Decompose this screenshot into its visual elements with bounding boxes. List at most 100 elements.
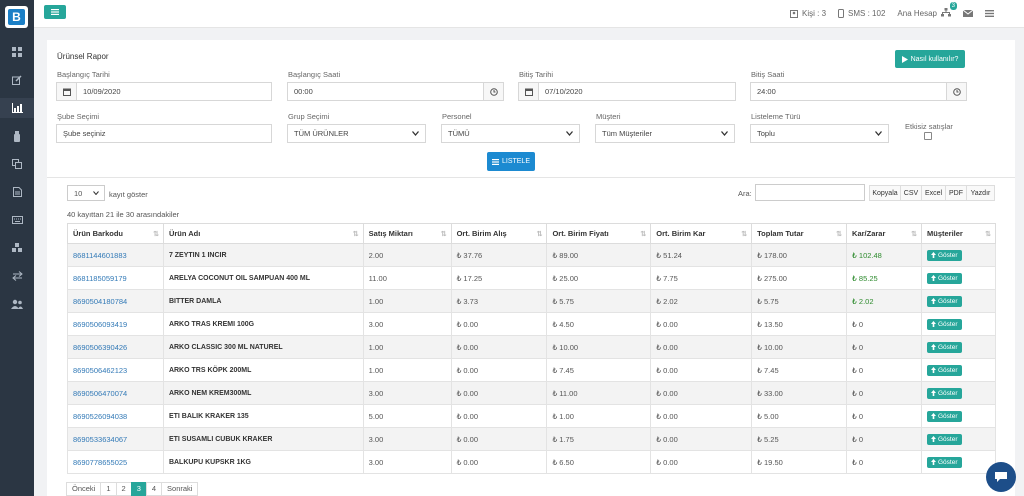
staff-value: TÜMÜ: [448, 129, 470, 138]
account-menu[interactable]: Ana Hesap 3: [897, 2, 957, 19]
show-customers-button[interactable]: Göster: [926, 341, 962, 353]
start-time-field[interactable]: 00:00: [287, 82, 504, 101]
copy-button[interactable]: Kopyala: [869, 185, 901, 201]
barcode-link[interactable]: 8690506390426: [67, 335, 164, 359]
csv-button[interactable]: CSV: [900, 185, 922, 201]
id-card-icon: [790, 9, 799, 18]
keyboard-icon[interactable]: [7, 210, 27, 230]
chat-button[interactable]: [986, 462, 1016, 492]
product-icon[interactable]: [7, 126, 27, 146]
sitemap-icon[interactable]: 3: [941, 2, 957, 19]
excel-button[interactable]: Excel: [921, 185, 946, 201]
clock-icon: [483, 83, 503, 100]
branch-input[interactable]: Şube seçiniz: [56, 124, 272, 143]
barcode-link[interactable]: 8681185059179: [67, 266, 164, 290]
next-page-button[interactable]: Sonraki: [161, 482, 199, 496]
barcode-link[interactable]: 8690506462123: [67, 358, 164, 382]
show-customers-button[interactable]: Göster: [926, 410, 962, 422]
app-logo[interactable]: B: [5, 6, 28, 28]
column-header[interactable]: Ürün Adı ⇅: [162, 223, 364, 244]
end-time-value: 24:00: [757, 87, 776, 96]
table-info: 40 kayıttan 21 ile 30 arasındakiler: [67, 210, 180, 219]
show-customers-button[interactable]: Göster: [926, 364, 962, 376]
column-header[interactable]: Ürün Barkodu ⇅: [67, 223, 164, 244]
table-cell: ₺ 0.00: [650, 312, 753, 336]
dashboard-icon[interactable]: [7, 42, 27, 62]
show-customers-button[interactable]: Göster: [926, 295, 962, 307]
staff-select[interactable]: TÜMÜ: [441, 124, 580, 143]
branch-placeholder: Şube seçiniz: [63, 129, 106, 138]
menu-toggle-button[interactable]: [44, 5, 66, 19]
table-cell: ₺ 5.00: [751, 404, 848, 428]
column-header[interactable]: Ort. Birim Kar ⇅: [650, 223, 753, 244]
page-length-select[interactable]: 10: [67, 185, 105, 201]
settings-button[interactable]: [985, 10, 994, 17]
end-date-field[interactable]: 07/10/2020: [518, 82, 736, 101]
page-4-button[interactable]: 4: [145, 482, 163, 496]
cubes-icon[interactable]: [7, 238, 27, 258]
customer-value: Tüm Müşteriler: [602, 129, 653, 138]
edit-icon[interactable]: [7, 70, 27, 90]
logo-letter: B: [8, 9, 25, 25]
page-3-button[interactable]: 3: [130, 482, 147, 496]
barcode-link[interactable]: 8690506470074: [67, 381, 164, 405]
arrow-up-icon: [930, 275, 936, 281]
product-name-cell: ARKO NEM KREM300ML: [162, 381, 364, 405]
help-button-label: Nasıl kullanılır?: [910, 55, 959, 63]
group-select[interactable]: TÜM ÜRÜNLER: [287, 124, 426, 143]
page-2-button[interactable]: 2: [115, 482, 132, 496]
barcode-link[interactable]: 8690526094038: [67, 404, 164, 428]
column-header[interactable]: Ort. Birim Alış ⇅: [450, 223, 548, 244]
prev-page-button[interactable]: Önceki: [66, 482, 102, 496]
show-customers-button[interactable]: Göster: [926, 249, 962, 261]
table-cell: ₺ 0.00: [450, 427, 548, 451]
barcode-link[interactable]: 8690533634067: [67, 427, 164, 451]
table-cell: 2.00: [362, 243, 452, 267]
customer-select[interactable]: Tüm Müşteriler: [595, 124, 735, 143]
ineffective-sales-checkbox[interactable]: [924, 132, 932, 140]
table-cell: ₺ 13.50: [751, 312, 848, 336]
start-date-field[interactable]: 10/09/2020: [56, 82, 272, 101]
column-header[interactable]: Toplam Tutar ⇅: [751, 223, 848, 244]
copy-icon[interactable]: [7, 154, 27, 174]
mail-button[interactable]: [963, 10, 973, 17]
mobile-icon: [838, 9, 845, 18]
show-customers-button[interactable]: Göster: [926, 387, 962, 399]
end-time-field[interactable]: 24:00: [750, 82, 967, 101]
product-name-cell: 7 ZEYTIN 1 INCIR: [162, 243, 364, 267]
print-button[interactable]: Yazdır: [966, 185, 995, 201]
page-1-button[interactable]: 1: [100, 482, 117, 496]
column-header[interactable]: Ort. Birim Fiyatı ⇅: [546, 223, 652, 244]
show-customers-button[interactable]: Göster: [926, 318, 962, 330]
account-label: Ana Hesap: [897, 9, 937, 18]
barcode-link[interactable]: 8681144601883: [67, 243, 164, 267]
list-button[interactable]: LISTELE: [487, 152, 535, 171]
show-customers-button[interactable]: Göster: [926, 272, 962, 284]
reports-icon[interactable]: [0, 98, 34, 118]
group-value: TÜM ÜRÜNLER: [294, 129, 349, 138]
help-button[interactable]: Nasıl kullanılır?: [895, 50, 965, 68]
barcode-link[interactable]: 8690504180784: [67, 289, 164, 313]
column-header[interactable]: Kar/Zarar ⇅: [846, 223, 922, 244]
show-customers-button[interactable]: Göster: [926, 433, 962, 445]
search-input[interactable]: [755, 184, 865, 201]
barcode-link[interactable]: 8690778655025: [67, 450, 164, 474]
show-customers-label: Göster: [937, 297, 958, 305]
product-name-cell: BITTER DAMLA: [162, 289, 364, 313]
show-customers-button[interactable]: Göster: [926, 456, 962, 468]
product-name-cell: ARELYA COCONUT OIL SAMPUAN 400 ML: [162, 266, 364, 290]
column-header[interactable]: Satış Miktarı ⇅: [362, 223, 452, 244]
sms-count[interactable]: SMS : 102: [838, 9, 885, 18]
customers-cell: Göster: [920, 266, 997, 290]
column-header[interactable]: Müşteriler ⇅: [920, 223, 997, 244]
users-icon[interactable]: [7, 294, 27, 314]
document-icon[interactable]: [7, 182, 27, 202]
list-type-select[interactable]: Toplu: [750, 124, 889, 143]
product-name-cell: ARKO TRS KÖPK 200ML: [162, 358, 364, 382]
table-cell: 3.00: [362, 427, 452, 451]
pdf-button[interactable]: PDF: [945, 185, 967, 201]
exchange-icon[interactable]: [7, 266, 27, 286]
barcode-link[interactable]: 8690506093419: [67, 312, 164, 336]
table-cell: ₺ 5.75: [751, 289, 848, 313]
user-count[interactable]: Kişi : 3: [790, 9, 826, 18]
